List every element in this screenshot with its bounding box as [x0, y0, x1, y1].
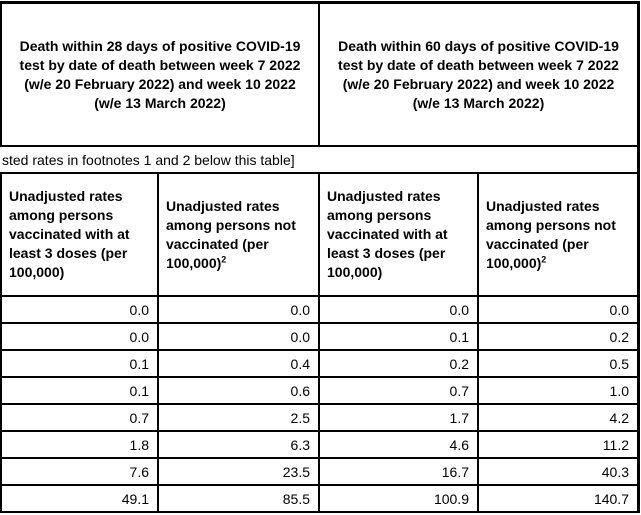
table-cell: 0.0 — [0, 324, 159, 351]
table-cell: 0.5 — [479, 351, 640, 378]
table-cell: 1.7 — [320, 405, 479, 432]
table-cell: 0.2 — [479, 324, 640, 351]
col-header-text: Unadjusted rates among persons vaccinate… — [327, 188, 448, 280]
table-cell: 6.3 — [159, 432, 320, 459]
table-cell: 49.1 — [0, 486, 159, 513]
table-cell: 0.7 — [0, 405, 159, 432]
footnote-marker: 2 — [541, 253, 547, 264]
table-cell: 7.6 — [0, 459, 159, 486]
table-cell: 0.1 — [0, 378, 159, 405]
col-header-text: Unadjusted rates among persons not vacci… — [486, 197, 616, 271]
header-death-28-days: Death within 28 days of positive COVID-1… — [0, 4, 320, 147]
table-cell: 0.1 — [320, 324, 479, 351]
table-cell: 140.7 — [479, 486, 640, 513]
table-cell: 0.4 — [159, 351, 320, 378]
header-death-60-days-text: Death within 60 days of positive COVID-1… — [338, 37, 619, 111]
col-header-not-vaccinated-28: Unadjusted rates among persons not vacci… — [159, 174, 320, 297]
table-cell: 0.1 — [0, 351, 159, 378]
table-cell: 40.3 — [479, 459, 640, 486]
table-note: sted rates in footnotes 1 and 2 below th… — [0, 147, 640, 174]
table-cell: 1.8 — [0, 432, 159, 459]
table-cell: 0.0 — [159, 297, 320, 324]
table-cell: 23.5 — [159, 459, 320, 486]
table-cell: 0.0 — [0, 297, 159, 324]
table-cell: 0.6 — [159, 378, 320, 405]
header-death-28-days-text: Death within 28 days of positive COVID-1… — [19, 37, 301, 111]
table-cell: 16.7 — [320, 459, 479, 486]
table-cell: 100.9 — [320, 486, 479, 513]
table-cell: 0.0 — [320, 297, 479, 324]
table-cell: 85.5 — [159, 486, 320, 513]
col-header-text: Unadjusted rates among persons vaccinate… — [9, 188, 130, 280]
table-cell: 0.0 — [479, 297, 640, 324]
table-cell: 4.2 — [479, 405, 640, 432]
col-header-vaccinated-3-doses-60: Unadjusted rates among persons vaccinate… — [320, 174, 479, 297]
col-header-text: Unadjusted rates among persons not vacci… — [166, 197, 296, 271]
table-cell: 4.6 — [320, 432, 479, 459]
table-cell: 1.0 — [479, 378, 640, 405]
table-cell: 0.0 — [159, 324, 320, 351]
header-death-60-days: Death within 60 days of positive COVID-1… — [320, 4, 640, 147]
col-header-vaccinated-3-doses-28: Unadjusted rates among persons vaccinate… — [0, 174, 159, 297]
table-cell: 0.7 — [320, 378, 479, 405]
table-note-text: sted rates in footnotes 1 and 2 below th… — [2, 151, 295, 168]
col-header-not-vaccinated-60: Unadjusted rates among persons not vacci… — [479, 174, 640, 297]
table-cell: 0.2 — [320, 351, 479, 378]
table-cell: 2.5 — [159, 405, 320, 432]
table-cell: 11.2 — [479, 432, 640, 459]
footnote-marker: 2 — [221, 253, 227, 264]
